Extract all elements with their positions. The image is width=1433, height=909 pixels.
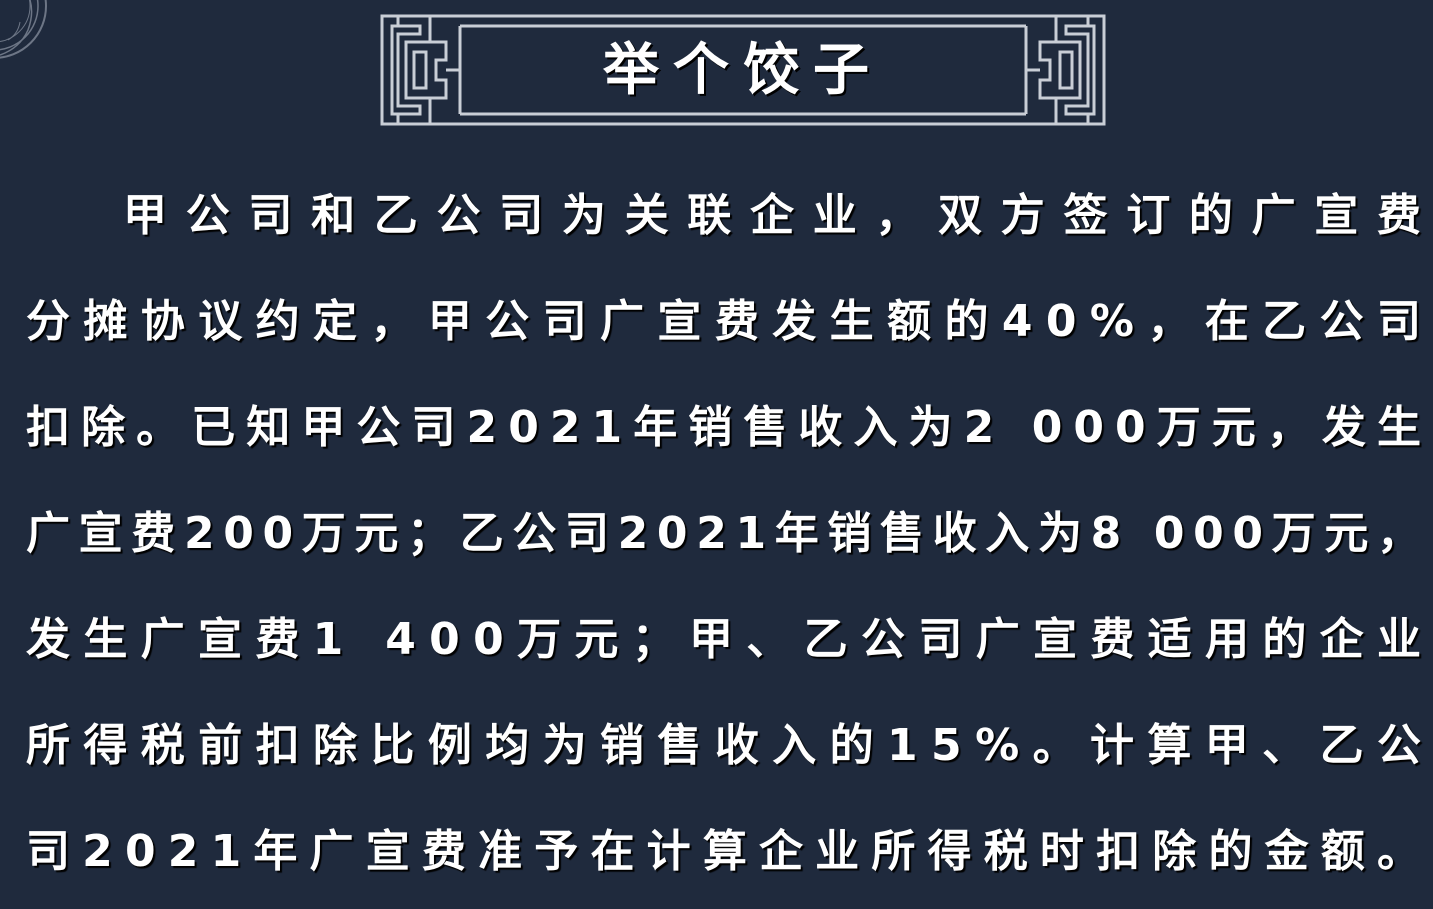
page-title: 举个饺子: [603, 37, 883, 103]
paragraph-line-1: 甲公司和乙公司为关联企业，双方签订的广宣费: [123, 190, 1433, 241]
paragraph-line-7: 司2021年广宣费准予在计算企业所得税时扣除的金额。: [26, 826, 1433, 877]
title-frame-border: [380, 14, 1106, 126]
paragraph-line-2: 分摊协议约定，甲公司广宣费发生额的40%，在乙公司: [26, 296, 1433, 347]
corner-ornament: [0, 0, 47, 59]
paragraph-line-5: 发生广宣费1 400万元；甲、乙公司广宣费适用的企业: [26, 614, 1433, 665]
paragraph-line-6: 所得税前扣除比例均为销售收入的15%。计算甲、乙公: [26, 720, 1433, 771]
example-paragraph: 甲公司和乙公司为关联企业，双方签订的广宣费 分摊协议约定，甲公司广宣费发生额的4…: [26, 163, 1421, 905]
paragraph-line-4: 广宣费200万元；乙公司2021年销售收入为8 000万元，: [26, 508, 1430, 559]
title-frame: 举个饺子: [378, 12, 1108, 128]
paragraph-line-3: 扣除。已知甲公司2021年销售收入为2 000万元，发生: [26, 402, 1433, 453]
